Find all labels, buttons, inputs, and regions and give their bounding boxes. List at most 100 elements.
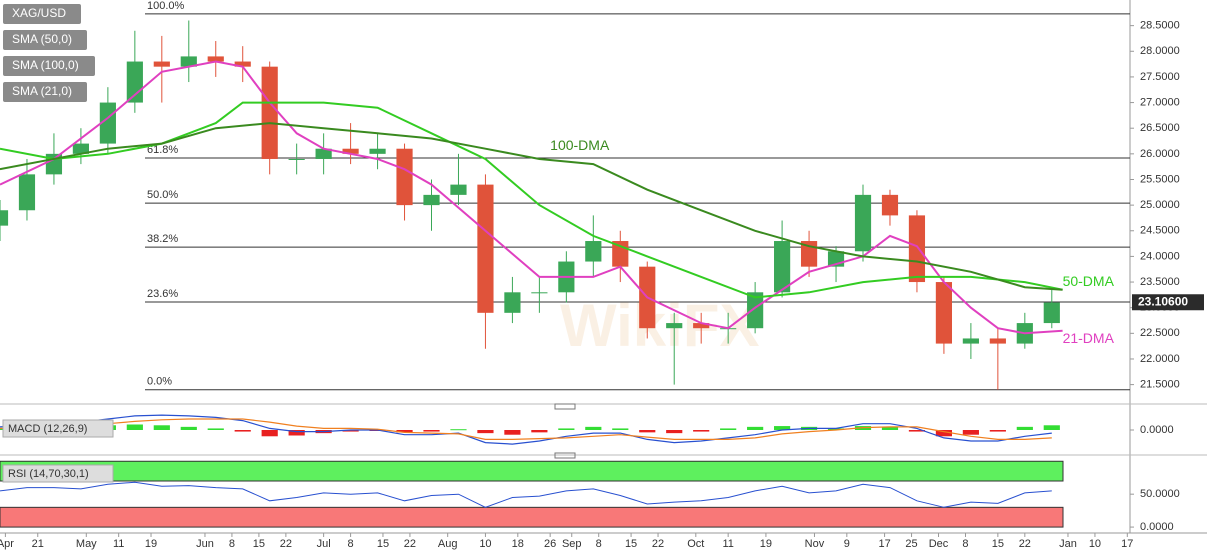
macd-bar bbox=[612, 428, 629, 430]
macd-bar bbox=[504, 430, 521, 435]
last-price-label: 23.10600 bbox=[1138, 294, 1188, 308]
candle-body bbox=[935, 282, 953, 344]
candle-body bbox=[531, 292, 548, 294]
legend-button[interactable] bbox=[3, 56, 95, 76]
macd-bar bbox=[908, 430, 926, 432]
macd-bar bbox=[774, 426, 791, 430]
legend-button-label: SMA (100,0) bbox=[12, 58, 79, 72]
fib-label: 23.6% bbox=[147, 288, 178, 300]
macd-bar bbox=[1016, 426, 1033, 430]
annotation: 50-DMA bbox=[1063, 273, 1115, 289]
candle-body bbox=[0, 210, 9, 226]
macd-bar bbox=[1043, 425, 1060, 430]
x-tick-label: 17 bbox=[878, 538, 890, 550]
candle-body bbox=[854, 194, 872, 252]
x-tick-label: 26 bbox=[544, 538, 556, 550]
x-tick-label: 10 bbox=[479, 538, 491, 550]
macd-bar bbox=[693, 430, 710, 432]
macd-bar bbox=[153, 425, 170, 430]
macd-bar bbox=[827, 428, 845, 430]
y-tick-label: 22.0000 bbox=[1140, 353, 1180, 365]
candle-body bbox=[18, 174, 36, 211]
candle-body bbox=[342, 148, 359, 154]
x-tick-label: Jun bbox=[196, 538, 214, 550]
fib-label: 100.0% bbox=[147, 0, 185, 12]
x-tick-label: Apr bbox=[0, 538, 14, 550]
macd-bar bbox=[989, 430, 1006, 432]
macd-bar bbox=[180, 426, 197, 430]
macd-bar bbox=[558, 428, 575, 430]
legend-button[interactable] bbox=[3, 4, 81, 24]
candle-body bbox=[261, 66, 278, 159]
fib-label: 0.0% bbox=[147, 376, 172, 388]
x-tick-label: 22 bbox=[280, 538, 292, 550]
pane-title-box bbox=[2, 464, 114, 483]
candle-body bbox=[126, 61, 143, 103]
y-tick-label: 26.0000 bbox=[1140, 148, 1180, 160]
candle-body bbox=[153, 61, 170, 67]
macd-bar bbox=[639, 430, 656, 433]
candle-body bbox=[666, 323, 683, 329]
candle-body bbox=[423, 194, 440, 206]
candle-body bbox=[1043, 302, 1060, 324]
x-tick-label: 11 bbox=[722, 538, 733, 550]
macd-line bbox=[0, 414, 1052, 445]
candle-body bbox=[908, 215, 926, 283]
overbought-zone bbox=[0, 460, 1064, 482]
y-tick-label: 0.0000 bbox=[1140, 424, 1174, 436]
x-tick-label: 15 bbox=[625, 538, 637, 550]
oversold-zone bbox=[0, 506, 1064, 528]
x-tick-label: 9 bbox=[844, 538, 850, 550]
y-tick-label: 0.0000 bbox=[1140, 521, 1174, 533]
pane-handle[interactable] bbox=[554, 403, 576, 410]
sma-line bbox=[0, 122, 1063, 291]
candle-body bbox=[396, 148, 413, 206]
pane-handle[interactable] bbox=[554, 452, 576, 459]
macd-bar bbox=[477, 430, 494, 434]
y-tick-label: 27.5000 bbox=[1140, 71, 1180, 83]
x-tick-label: 15 bbox=[377, 538, 389, 550]
x-tick-label: 21 bbox=[32, 538, 44, 550]
x-tick-label: 22 bbox=[404, 538, 416, 550]
pane-title-box bbox=[2, 419, 114, 438]
candle-body bbox=[989, 338, 1006, 344]
x-tick-label: Jul bbox=[317, 538, 331, 550]
x-tick-label: Nov bbox=[805, 538, 825, 550]
candle-body bbox=[180, 56, 197, 67]
candle-body bbox=[962, 338, 979, 344]
annotation: 100-DMA bbox=[550, 137, 610, 153]
macd-bar bbox=[288, 430, 305, 436]
x-tick-label: 22 bbox=[652, 538, 664, 550]
x-tick-label: 8 bbox=[962, 538, 968, 550]
y-tick-label: 24.5000 bbox=[1140, 225, 1180, 237]
legend-button[interactable] bbox=[3, 82, 87, 102]
legend-button-label: XAG/USD bbox=[12, 6, 66, 20]
x-tick-label: 25 bbox=[905, 538, 917, 550]
x-tick-label: 8 bbox=[229, 538, 235, 550]
fib-label: 50.0% bbox=[147, 189, 178, 201]
y-tick-label: 23.5000 bbox=[1140, 276, 1180, 288]
candle-body bbox=[585, 241, 602, 262]
macd-bar bbox=[423, 430, 440, 432]
y-tick-label: 27.0000 bbox=[1140, 96, 1180, 108]
macd-bar bbox=[450, 429, 467, 431]
candle-body bbox=[207, 56, 224, 62]
candle-body bbox=[315, 148, 332, 159]
macd-bar bbox=[531, 430, 548, 433]
candle-body bbox=[693, 323, 710, 329]
candle-body bbox=[881, 194, 899, 216]
macd-bar bbox=[261, 430, 278, 437]
macd-bar bbox=[881, 426, 899, 430]
x-tick-label: 10 bbox=[1089, 538, 1101, 550]
x-tick-label: Dec bbox=[929, 538, 949, 550]
x-tick-label: 17 bbox=[1121, 538, 1133, 550]
x-tick-label: 18 bbox=[512, 538, 524, 550]
x-tick-label: 11 bbox=[113, 538, 124, 550]
legend-button[interactable] bbox=[3, 30, 87, 50]
x-tick-label: Jan bbox=[1059, 538, 1077, 550]
x-tick-label: 19 bbox=[760, 538, 772, 550]
candle-body bbox=[234, 61, 251, 67]
candle-body bbox=[369, 148, 386, 154]
macd-bar bbox=[396, 430, 413, 433]
macd-bar bbox=[720, 428, 737, 430]
